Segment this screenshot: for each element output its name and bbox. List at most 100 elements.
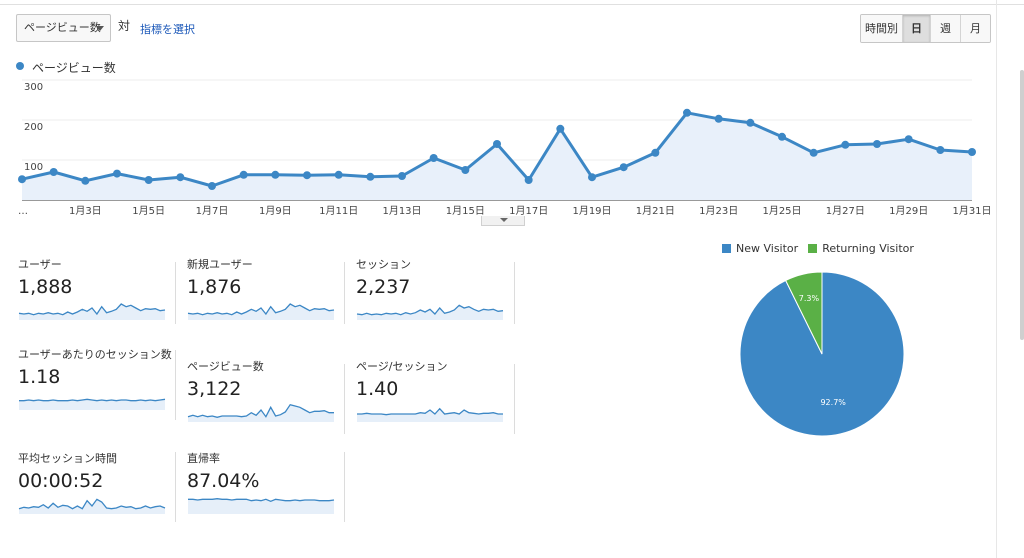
metric-value: 1.18 [18,366,61,388]
metric-card[interactable]: ページビュー数 3,122 [187,360,342,430]
sparkline-line [188,498,335,503]
metric-card[interactable]: ユーザー 1,888 [18,258,173,328]
top-border [0,0,1024,5]
series-legend-dot [16,62,24,70]
metric-card[interactable]: 新規ユーザー 1,876 [187,258,342,328]
x-tick-label: 1月7日 [196,205,229,217]
metric-value: 2,237 [356,276,411,298]
data-point[interactable] [461,166,470,174]
sparkline-area [188,304,334,320]
metric-divider [175,262,176,324]
x-tick-label: 1月17日 [509,205,548,217]
pie-slice[interactable] [785,271,823,355]
data-point[interactable] [334,170,343,179]
vs-label: 対 [118,19,131,33]
chart-resize-handle[interactable] [481,216,525,226]
metric-divider [514,364,515,434]
data-point[interactable] [809,148,818,157]
metric-sparkline [19,398,166,410]
data-point[interactable] [398,172,406,180]
select-metric-link[interactable]: 指標を選択 [140,23,195,36]
data-point[interactable] [429,154,438,162]
period-week-button[interactable]: 週 [931,15,961,42]
data-point[interactable] [18,175,26,184]
data-point[interactable] [873,140,881,148]
pie-legend-item-new-visitor: New Visitor [722,242,798,255]
metric-card[interactable]: セッション 2,237 [356,258,511,328]
pie-legend-label: Returning Visitor [822,242,914,255]
sparkline-line [357,407,503,416]
data-point[interactable] [176,173,185,182]
data-point[interactable] [113,169,121,178]
x-tick-label: 1月29日 [889,205,928,217]
data-point[interactable] [303,171,311,180]
data-point[interactable] [208,182,216,190]
period-day-button[interactable]: 日 [903,15,931,42]
data-point[interactable] [366,172,375,181]
period-hourly-button[interactable]: 時間別 [861,15,903,42]
data-point[interactable] [746,118,755,127]
data-point[interactable] [144,176,153,184]
metric-sparkline [357,407,503,422]
metric-card[interactable]: 平均セッション時間 00:00:52 [18,452,173,522]
data-point[interactable] [524,176,533,184]
data-point[interactable] [239,170,248,179]
data-point[interactable] [271,170,280,179]
metric-sparkline [18,303,166,320]
data-point[interactable] [904,135,913,144]
metric-dropdown[interactable]: ページビュー数 [16,14,111,42]
data-point[interactable] [588,173,596,182]
x-tick-label: 1月23日 [699,205,738,217]
metric-divider [344,262,345,324]
data-point[interactable] [81,176,90,185]
period-toggle-group: 時間別 日 週 月 [860,14,991,43]
data-point[interactable] [968,148,976,156]
pie-legend: New Visitor Returning Visitor [722,242,924,255]
pie-slice[interactable] [739,271,905,437]
metric-sparkline [18,498,166,514]
sparkline-line [18,498,166,510]
data-point[interactable] [714,114,723,123]
data-point[interactable] [778,132,786,141]
series-area [22,112,972,200]
x-tick-label: 1月27日 [826,205,865,217]
x-tick-label: 1月21日 [636,205,675,217]
metric-card[interactable]: 直帰率 87.04% [187,452,342,522]
metric-card[interactable]: ユーザーあたりのセッション数 1.18 [18,348,173,418]
metric-divider [344,452,345,522]
sparkline-area [188,498,334,514]
metric-label: セッション [356,258,411,271]
data-point[interactable] [49,168,58,176]
data-point[interactable] [936,146,945,154]
legend-swatch [722,244,731,253]
sparkline-line [187,303,335,316]
sparkline-line [356,304,504,316]
metric-label: ユーザー [18,258,62,271]
x-tick-label: 1月13日 [382,205,421,217]
data-point[interactable] [556,124,565,133]
metric-dropdown-value: ページビュー数 [24,21,101,34]
sparkline-area [19,399,165,410]
data-point[interactable] [619,163,628,172]
sparkline-area [19,304,165,320]
pie-slice-label: 7.3% [799,294,820,303]
metric-label: 平均セッション時間 [18,452,117,465]
metric-card[interactable]: ページ/セッション 1.40 [356,360,511,430]
metric-value: 87.04% [187,470,260,492]
legend-swatch [808,244,818,253]
visitor-pie-chart: 92.7% 7.3% [739,271,905,437]
period-month-button[interactable]: 月 [961,15,990,42]
sparkline-area [188,404,334,422]
scrollbar[interactable] [1020,70,1024,340]
x-tick-label: 1月3日 [69,205,102,217]
metric-value: 00:00:52 [18,470,104,492]
data-point[interactable] [493,140,501,148]
caret-down-icon [500,218,508,222]
data-point[interactable] [841,140,850,149]
data-point[interactable] [651,148,660,157]
sparkline-line [187,403,334,418]
x-tick-label: 1月11日 [319,205,358,217]
chevron-down-icon [96,26,104,31]
y-tick-label: 200 [24,122,43,133]
data-point[interactable] [683,108,691,117]
